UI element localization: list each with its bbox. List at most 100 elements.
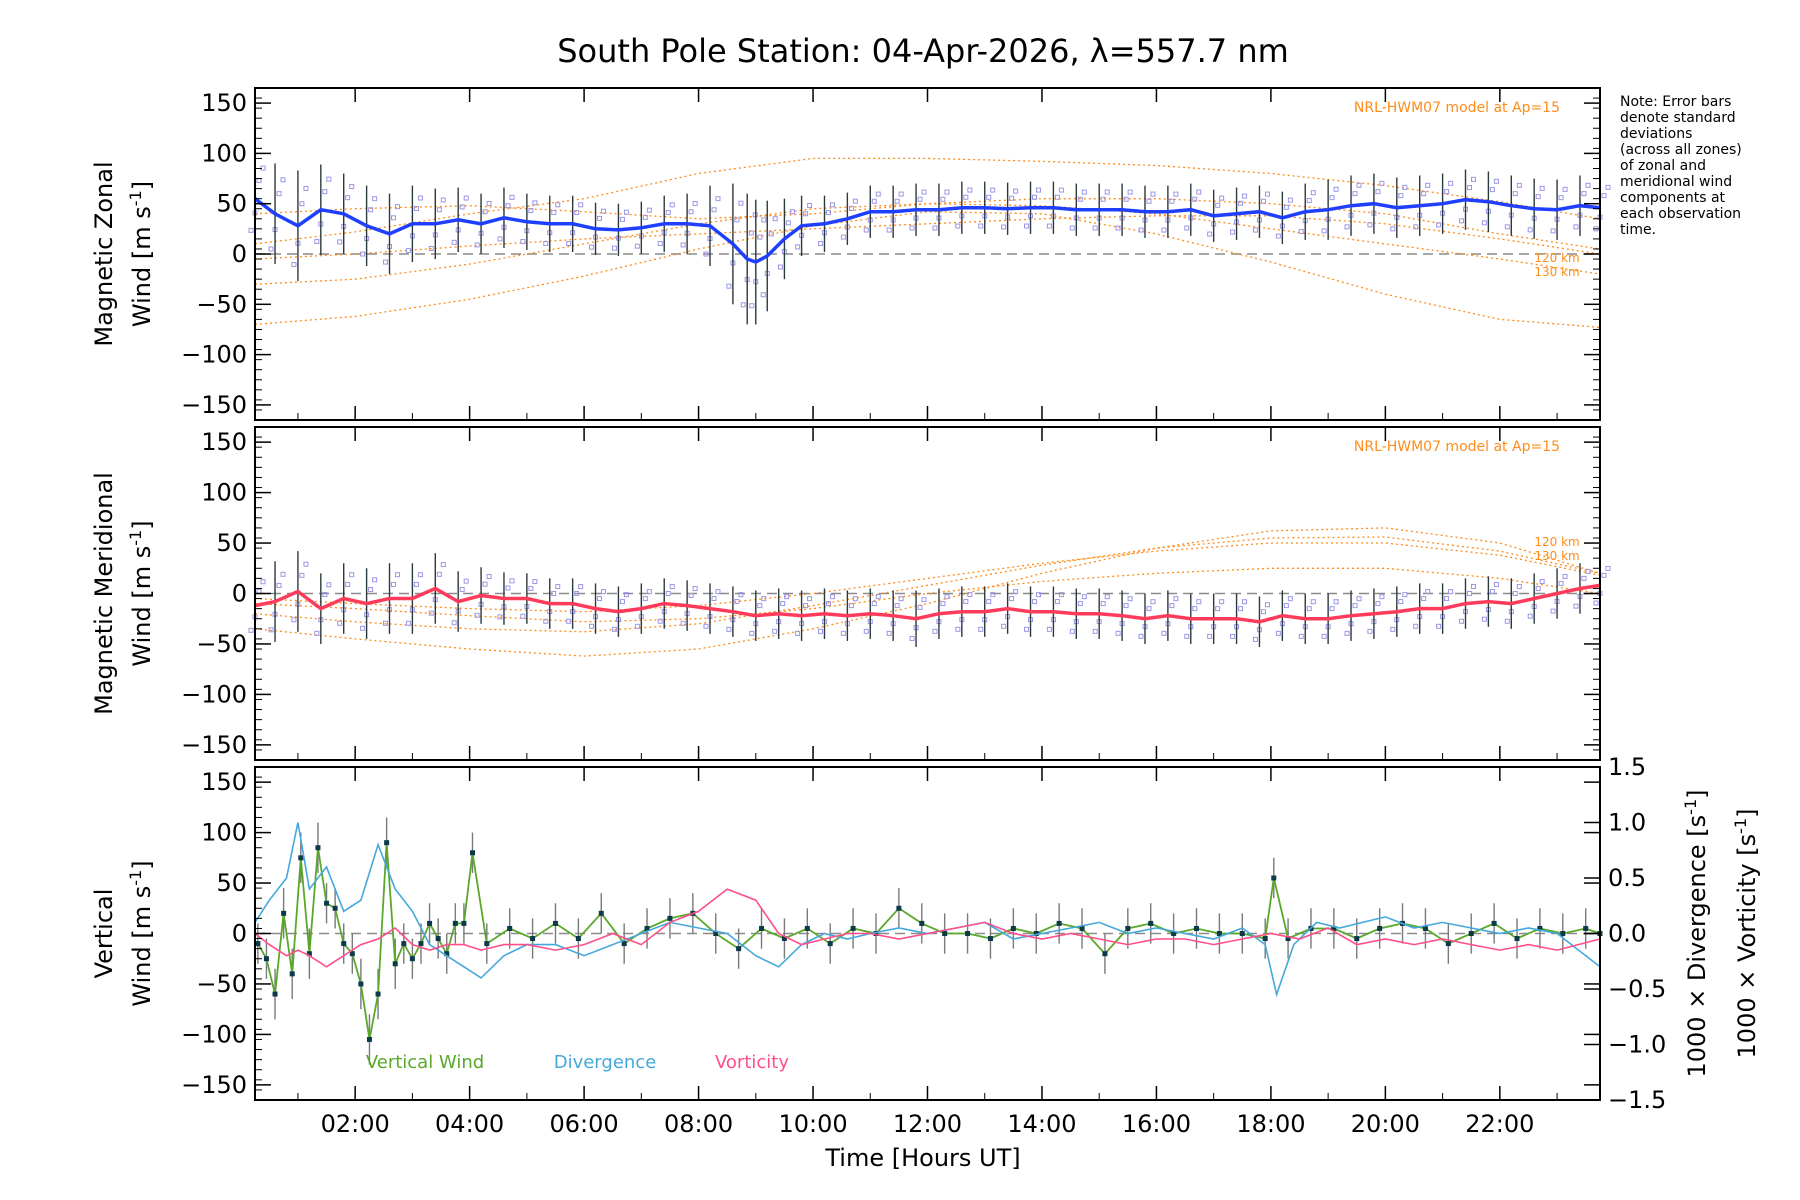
vertical-wind-point [1331,925,1337,931]
zone-scatter-point [303,185,309,191]
x-tick-label: 16:00 [1122,1110,1191,1138]
zone-scatter-point [1150,599,1156,605]
zone-scatter-point [703,623,709,629]
y-tick-label: 100 [201,479,247,507]
zone-scatter-point [1333,186,1339,192]
zone-scatter-point [451,620,457,626]
zone-scatter-point [299,201,305,207]
vertical-wind-point [375,991,381,997]
zone-scatter-point [1242,193,1248,199]
vertical-wind-point [873,931,879,936]
zone-scatter-point [1436,623,1442,629]
zone-scatter-point [1390,626,1396,632]
zone-scatter-point [1379,594,1385,600]
y-axis-label-sup: -1 [126,190,145,206]
zone-scatter-point [555,584,561,590]
zone-scatter-point [497,236,503,242]
zone-scatter-point [280,571,286,577]
model-curve [254,536,1601,633]
zone-scatter-point [578,584,584,590]
model-altitude-label: 120 km [1534,251,1579,265]
zone-scatter-point [1356,182,1362,188]
zone-scatter-point [1329,606,1335,612]
vertical-wind-point [598,910,604,916]
y-tick-label: −100 [181,1020,247,1048]
zone-scatter-point [760,292,766,298]
zone-scatter-point [688,209,694,215]
vertical-wind-point [418,941,424,947]
zone-scatter-point [715,589,721,595]
zone-scatter-point [1069,628,1075,634]
zone-scatter-point [368,586,374,592]
zone-scatter-point [829,594,835,600]
zone-scatter-point [875,594,881,600]
right-tick-label: 1.0 [1608,809,1646,837]
zone-scatter-point [1283,204,1289,210]
zone-scatter-point [680,620,686,626]
zone-scatter-point [463,578,469,584]
zone-scatter-point [1081,189,1087,195]
zone-scatter-point [807,596,813,602]
zone-scatter-point [777,264,783,270]
zone-scatter-point [1092,628,1098,634]
zone-scatter-point [1581,191,1587,197]
zone-scatter-point [574,210,580,216]
zone-scatter-point [768,231,774,237]
zone-scatter-point [1481,616,1487,622]
zone-scatter-point [1605,184,1611,190]
note-line: time. [1620,222,1656,238]
model-altitude-label: 130 km [1534,549,1579,563]
zone-scatter-point [474,242,480,248]
zone-scatter-point [1425,182,1431,188]
vertical-wind-point [1148,920,1154,926]
vertical-wind-point [452,920,458,926]
zone-scatter-point [505,585,511,591]
model-curve [254,215,1601,260]
zone-scatter-point [963,599,969,605]
vertical-wind-point [255,941,261,947]
zone-scatter-point [669,584,675,590]
vertical-wind-point [1194,925,1199,931]
zone-scatter-point [1344,224,1350,230]
vertical-wind-point [461,920,467,926]
zone-scatter-point [505,203,511,209]
zone-scatter-point [669,202,675,208]
zone-scatter-point [1192,196,1198,202]
zone-scatter-point [1593,600,1599,606]
x-tick-label: 06:00 [550,1110,619,1138]
zone-scatter-point [1207,633,1213,639]
note-line: components at [1620,190,1726,206]
zone-scatter-point [1344,630,1350,636]
zone-scatter-point [368,207,374,213]
zone-scatter-point [1333,599,1339,605]
zone-scatter-point [528,585,534,591]
zone-scatter-point [1260,198,1266,204]
x-tick-label: 08:00 [664,1110,733,1138]
zone-scatter-point [1146,606,1152,612]
zone-scatter-point [1215,606,1221,612]
zone-scatter-point [772,628,778,634]
vertical-wind-point [392,961,398,967]
zone-scatter-point [757,603,763,609]
zone-scatter-point [1352,191,1358,197]
note-line: (across all zones) [1620,142,1742,158]
zone-scatter-point [451,239,457,245]
vertical-wind-point [263,956,269,962]
zone-scatter-point [871,601,877,607]
zone-scatter-point [436,571,442,577]
zone-scatter-point [955,223,961,229]
y-tick-label: −100 [181,680,247,708]
zone-scatter-point [1230,633,1236,639]
x-tick-label: 04:00 [435,1110,504,1138]
right-axis-label: 1000 × Divergence [s-1] [1681,789,1712,1077]
zone-scatter-point [795,630,801,636]
note-line: deviations [1620,126,1692,142]
zone-scatter-point [486,573,492,579]
vertical-wind-point [1125,925,1131,931]
zone-scatter-point [807,202,813,208]
zone-scatter-point [734,217,740,223]
zone-scatter-point [268,246,274,252]
